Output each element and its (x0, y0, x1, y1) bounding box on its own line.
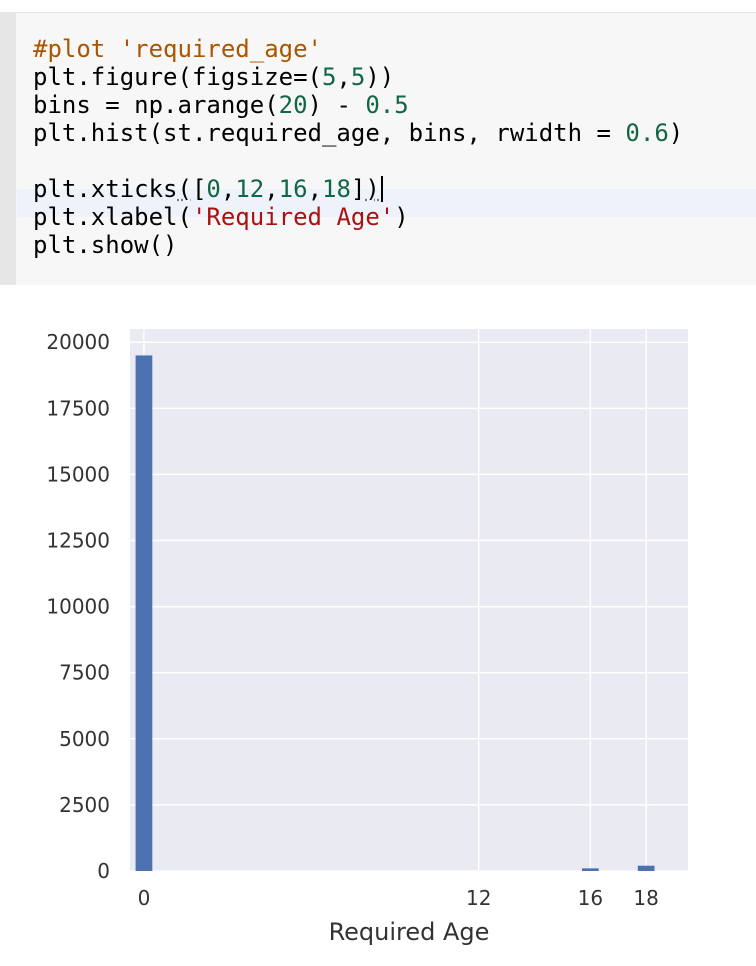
code-token: , (336, 63, 351, 91)
x-axis-label: Required Age (329, 918, 490, 946)
code-token: plt.show() (33, 231, 178, 259)
text-cursor (380, 176, 383, 202)
code-token: 18 (322, 175, 351, 203)
histogram-bar (135, 355, 153, 871)
code-token: 0.6 (625, 119, 669, 147)
code-token: 5 (350, 63, 366, 91)
x-tick-labels: 0 12 16 18 (138, 886, 659, 910)
y-tick-label: 7500 (59, 661, 110, 685)
plot-area (130, 329, 688, 871)
code-cell[interactable]: #plot 'required_age' plt.figure(figsize=(… (0, 13, 756, 285)
code-token: plt.figure(figsize=( (33, 63, 322, 91)
code-token: bins = np.arange( (33, 91, 279, 119)
x-tick-label: 18 (633, 886, 658, 910)
notebook-top-border (0, 0, 756, 13)
code-token: ) (394, 203, 409, 231)
code-token: ) (668, 119, 684, 147)
code-line[interactable]: plt.show() (33, 231, 683, 259)
code-token: ] (350, 175, 366, 203)
histogram-bar (581, 868, 599, 871)
code-token: 5 (321, 63, 337, 91)
code-token: 12 (235, 175, 265, 203)
code-token: ( (177, 175, 192, 203)
code-token: #plot 'required_age' (33, 35, 322, 63)
code-editor[interactable]: #plot 'required_age' plt.figure(figsize=(… (33, 35, 683, 259)
code-token: ) (365, 175, 380, 203)
code-token: plt.xlabel( (33, 203, 192, 231)
histogram-bar (637, 865, 655, 871)
code-line[interactable]: plt.hist(st.required_age, bins, rwidth =… (33, 119, 683, 147)
y-tick-labels: 0 2500 5000 7500 10000 12500 15000 17500 20000 (46, 330, 110, 883)
x-tick-label: 16 (578, 886, 603, 910)
code-token: 16 (278, 175, 308, 203)
y-tick-label: 17500 (46, 396, 110, 420)
code-line[interactable] (33, 147, 683, 175)
code-line[interactable]: plt.figure(figsize=(5,5)) (33, 63, 683, 91)
code-token: ) - (307, 91, 366, 119)
y-tick-label: 10000 (46, 595, 110, 619)
y-tick-label: 5000 (59, 727, 110, 751)
y-tick-label: 2500 (59, 793, 110, 817)
y-tick-label: 20000 (46, 330, 110, 354)
code-token: )) (365, 63, 395, 91)
code-token: 20 (278, 91, 308, 119)
bars (135, 355, 655, 871)
active-line-highlight (17, 189, 756, 217)
y-tick-label: 15000 (46, 462, 110, 486)
code-line[interactable]: #plot 'required_age' (33, 35, 683, 63)
histogram-chart: 0 2500 5000 7500 10000 12500 15000 17500 20000 0… (46, 329, 688, 946)
x-tick-label: 12 (466, 886, 491, 910)
code-line[interactable]: bins = np.arange(20) - 0.5 (33, 91, 683, 119)
code-line[interactable]: plt.xticks([0,12,16,18]) (33, 175, 683, 203)
y-tick-label: 0 (97, 859, 110, 883)
code-token: plt.hist(st.required_age, bins, rwidth = (33, 119, 626, 147)
code-token: plt.xticks (33, 175, 178, 203)
code-token: , (220, 175, 236, 203)
y-tick-label: 12500 (46, 529, 110, 553)
code-token: 0.5 (365, 91, 409, 119)
x-tick-label: 0 (138, 886, 151, 910)
code-line[interactable]: plt.xlabel('Required Age') (33, 203, 683, 231)
code-token: , (264, 175, 279, 203)
cell-gutter (0, 13, 16, 285)
code-token: 'Required Age' (191, 203, 395, 231)
code-token: [ (191, 175, 207, 203)
histogram-output: 0 2500 5000 7500 10000 12500 15000 17500 20000 0… (0, 300, 756, 966)
code-token: , (307, 175, 323, 203)
code-token: 0 (206, 175, 221, 203)
